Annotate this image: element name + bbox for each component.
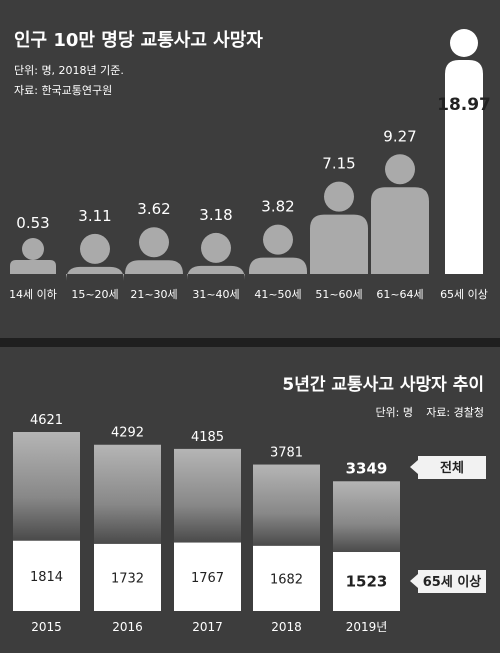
chart2-unit-note: 단위: 명 [375,406,413,419]
elderly-value-label: 1814 [30,570,63,585]
person-body [371,187,429,274]
elderly-bar [13,540,80,611]
value-label: 3.18 [199,206,232,224]
person-head [385,154,415,185]
value-label: 18.97 [437,95,491,115]
chart2-title: 5년간 교통사고 사망자 추이 [282,375,484,395]
legend-total-label: 전체 [440,460,464,476]
total-value-label: 3349 [346,459,388,477]
person-body [66,266,124,281]
legend-elderly-label: 65세 이상 [423,574,482,590]
person-figure [310,181,368,274]
year-label: 2017 [192,620,223,634]
person-body [249,257,307,274]
person-head [324,181,354,212]
elderly-bar [333,552,400,611]
legend-total: 전체 [410,456,486,479]
value-label: 3.11 [78,207,111,225]
value-label: 3.82 [261,198,294,216]
category-label: 41~50세 [254,288,301,301]
people-chart: 0.53 14세 이하 3.11 15~20세 3.62 21~30세 3.18 31~40세… [9,29,491,301]
chart1-unit-note: 단위: 명, 2018년 기준. [14,64,124,77]
total-value-label: 4292 [111,426,144,441]
person-figure [66,233,124,281]
person-head [139,227,169,258]
value-label: 0.53 [16,214,49,232]
category-label: 14세 이하 [9,287,57,301]
person-body [310,214,368,274]
total-value-label: 4185 [191,430,224,445]
person-head [201,232,231,263]
legend-total-box [410,456,486,479]
section-divider [0,338,500,347]
year-label: 2015 [31,620,62,634]
elderly-value-label: 1682 [270,572,303,587]
category-label: 15~20세 [71,288,118,301]
total-bar [174,448,241,543]
year-label: 2018 [271,620,302,634]
person-figure [445,29,483,274]
total-bar [333,481,400,553]
person-body [125,260,183,275]
elderly-bar [94,543,161,611]
elderly-bar [253,545,320,611]
person-figure [249,224,307,274]
total-value-label: 3781 [270,446,303,461]
chart2-source: 자료: 경찰청 [426,406,484,419]
elderly-value-label: 1732 [111,571,144,586]
elderly-value-label: 1767 [191,571,224,586]
person-head [80,233,110,264]
category-label: 65세 이상 [440,288,488,301]
person-body [10,260,56,274]
total-bar [253,464,320,546]
category-label: 31~40세 [192,288,239,301]
person-head [22,238,44,260]
total-value-label: 4621 [30,413,63,428]
chart1-title: 인구 10만 명당 교통사고 사망자 [14,30,263,51]
category-label: 21~30세 [130,288,177,301]
person-figure [187,232,245,280]
legend-elderly-box [410,570,486,593]
year-label: 2019년 [346,620,388,634]
person-head [450,29,478,57]
year-label: 2016 [112,620,143,634]
legend-elderly: 65세 이상 [410,570,486,593]
elderly-bar [174,542,241,611]
elderly-value-label: 1523 [346,573,388,591]
person-head [263,224,293,255]
trend-chart: 4621 1814 2015 4292 1732 2016 4185 1767 2017 3781… [13,413,400,634]
value-label: 3.62 [137,200,170,218]
person-figure [371,154,429,274]
total-bar [13,432,80,541]
chart1-source: 자료: 한국교통연구원 [14,84,112,97]
value-label: 9.27 [383,127,416,145]
person-figure [10,238,56,274]
person-body [445,60,483,274]
person-figure [125,227,183,275]
category-label: 51~60세 [315,288,362,301]
category-label: 61~64세 [376,288,423,301]
person-body [187,265,245,280]
total-bar [94,444,161,544]
value-label: 7.15 [322,155,355,173]
